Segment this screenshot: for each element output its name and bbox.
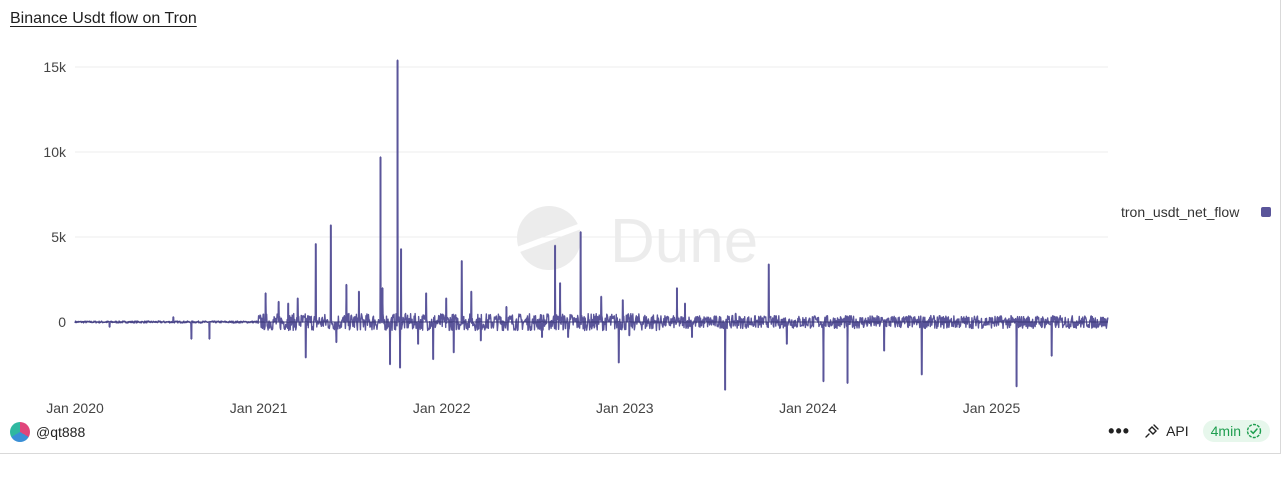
series-line [74, 59, 1109, 391]
chart-title[interactable]: Binance Usdt flow on Tron [10, 10, 197, 27]
x-tick-label: Jan 2020 [46, 400, 104, 416]
legend-swatch [1261, 207, 1271, 217]
api-button[interactable]: API [1144, 423, 1189, 439]
x-tick-label: Jan 2025 [963, 400, 1021, 416]
more-options-button[interactable]: ••• [1108, 420, 1131, 441]
y-grid [75, 66, 1108, 323]
legend[interactable]: tron_usdt_net_flow [1121, 204, 1281, 220]
x-tick-label: Jan 2022 [413, 400, 471, 416]
y-tick-label: 5k [51, 229, 67, 245]
avatar [10, 422, 30, 442]
legend-label: tron_usdt_net_flow [1121, 204, 1240, 220]
x-axis-ticks: Jan 2020 Jan 2021 Jan 2022 Jan 2023 Jan 2024… [46, 400, 1020, 416]
y-tick-label: 10k [43, 144, 67, 160]
series-tron-usdt-net-flow [74, 59, 1109, 391]
y-tick-label: 0 [58, 314, 66, 330]
api-label: API [1166, 423, 1189, 439]
footer-actions: ••• API 4min [1108, 420, 1270, 442]
y-axis-ticks: 0 5k 10k 15k [43, 59, 67, 330]
dune-watermark-text: Dune [610, 207, 758, 276]
author-info[interactable]: @qt888 [10, 422, 85, 442]
dune-logo-slash [515, 223, 583, 253]
refresh-label: 4min [1210, 423, 1241, 439]
x-tick-label: Jan 2023 [596, 400, 654, 416]
x-tick-label: Jan 2021 [230, 400, 288, 416]
check-badge-icon [1246, 423, 1262, 439]
x-tick-label: Jan 2024 [779, 400, 837, 416]
chart-card: Binance Usdt flow on Tron Dune 0 5k 10k 15k… [0, 0, 1281, 454]
refresh-badge[interactable]: 4min [1202, 420, 1270, 442]
dune-watermark: Dune [515, 206, 758, 276]
dune-logo-icon [517, 206, 581, 270]
author-handle: @qt888 [36, 424, 86, 440]
y-tick-label: 15k [43, 59, 67, 75]
plug-icon [1145, 424, 1159, 438]
